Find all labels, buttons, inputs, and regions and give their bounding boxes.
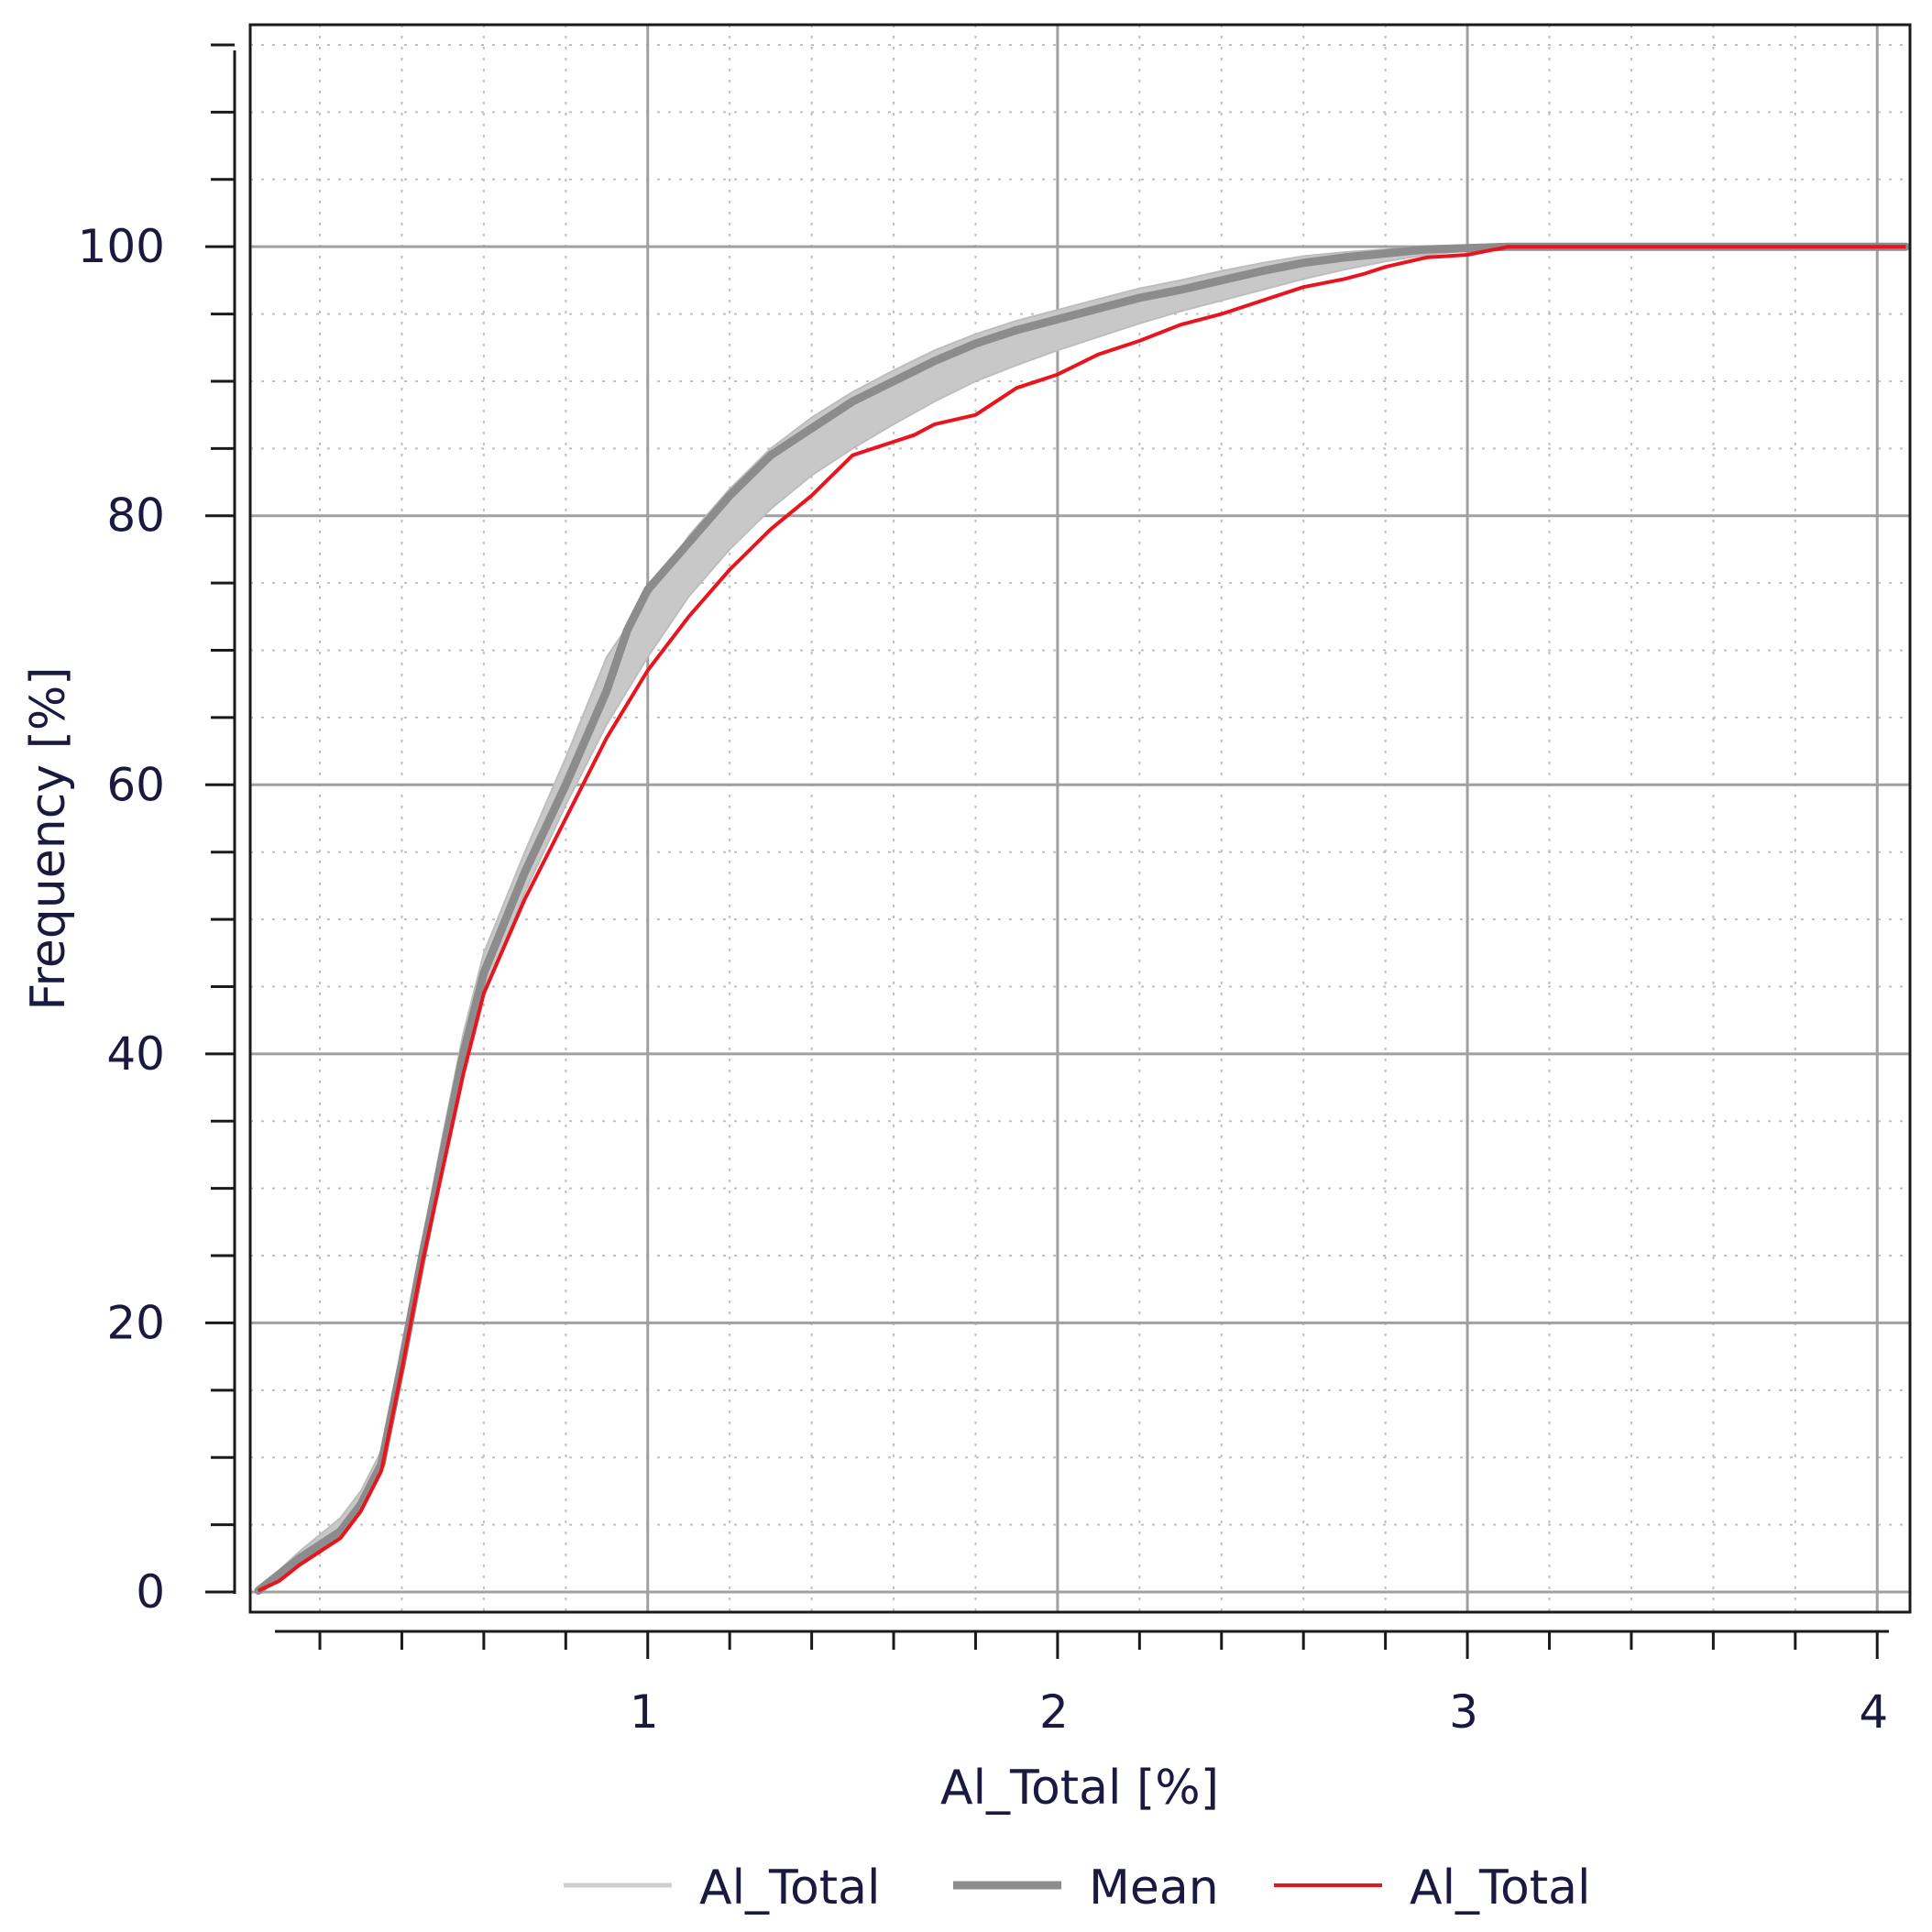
x-tick-label: 4 bbox=[1859, 1685, 1888, 1739]
x-axis-title: Al_Total [%] bbox=[940, 1761, 1219, 1816]
series-al-total-line bbox=[258, 245, 1906, 1593]
plot-frame bbox=[248, 23, 1912, 1614]
y-axis-title: Frequency [%] bbox=[21, 666, 76, 1010]
y-axis: 0 20 40 60 80 100 bbox=[78, 43, 236, 1619]
legend: Al_Total Mean Al_Total bbox=[564, 1861, 1590, 1916]
y-tick-label: 40 bbox=[106, 1027, 165, 1081]
y-tick-label: 20 bbox=[106, 1296, 165, 1349]
x-tick-label: 1 bbox=[630, 1685, 659, 1739]
major-gridlines bbox=[250, 25, 1910, 1612]
y-tick-label: 100 bbox=[78, 220, 165, 273]
x-tick-label: 3 bbox=[1449, 1685, 1478, 1739]
series-layer bbox=[254, 242, 1910, 1595]
legend-label: Mean bbox=[1089, 1861, 1219, 1916]
x-axis: 1 2 3 4 bbox=[275, 1630, 1889, 1739]
x-tick-label: 2 bbox=[1039, 1685, 1069, 1739]
y-tick-label: 60 bbox=[106, 758, 165, 811]
y-tick-label: 80 bbox=[106, 489, 165, 543]
legend-label: Al_Total bbox=[699, 1861, 880, 1916]
legend-label: Al_Total bbox=[1410, 1861, 1590, 1916]
y-tick-label: 0 bbox=[136, 1565, 165, 1619]
